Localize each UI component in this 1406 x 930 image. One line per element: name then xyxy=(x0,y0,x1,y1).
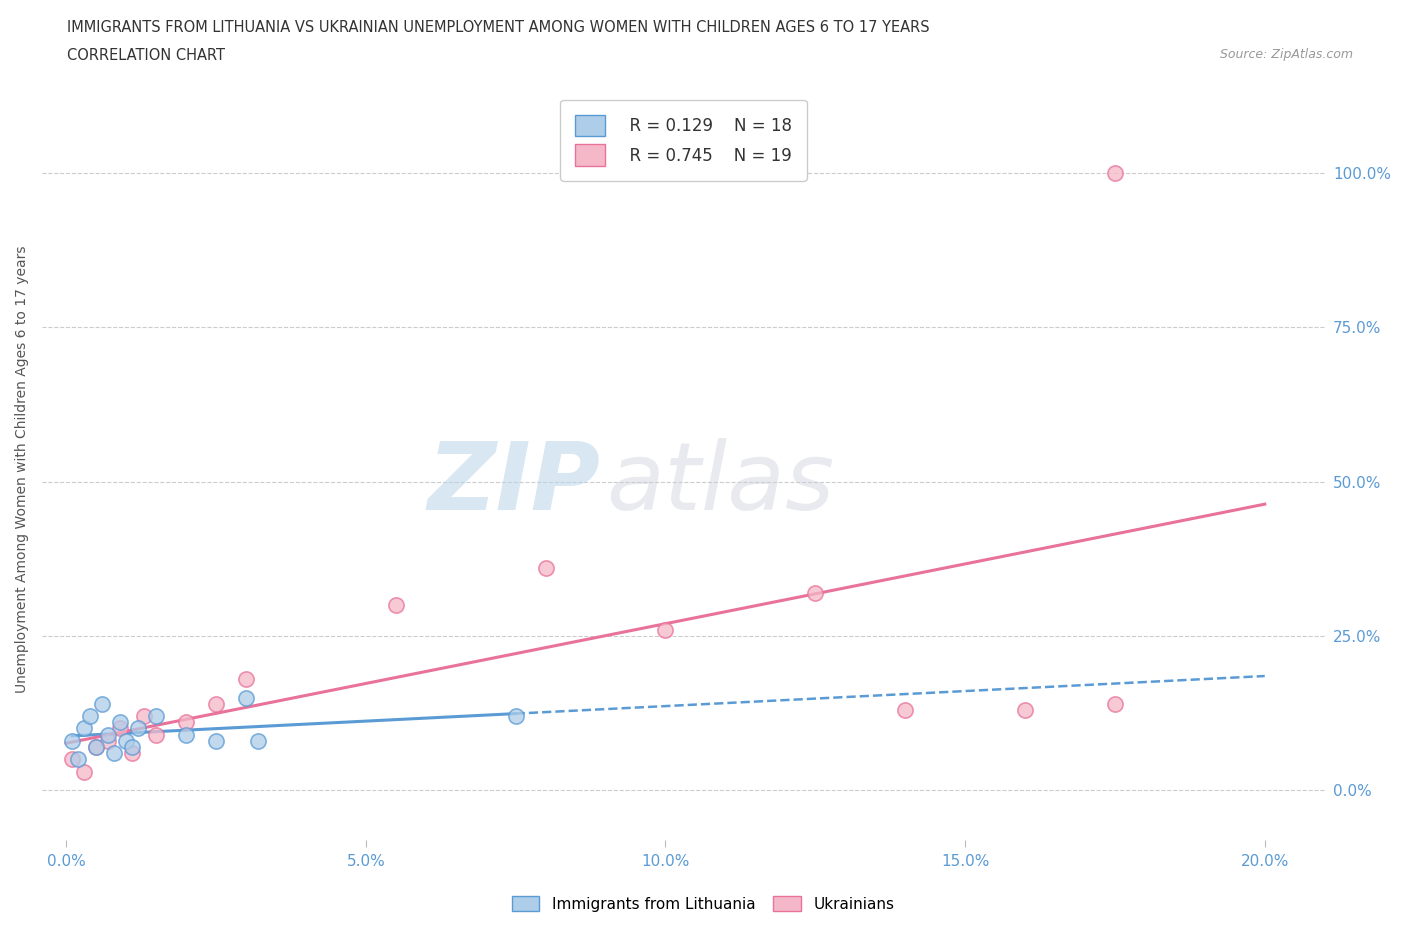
Point xyxy=(894,702,917,717)
Point xyxy=(246,734,269,749)
Point xyxy=(235,671,257,686)
Point xyxy=(115,734,138,749)
Point xyxy=(60,752,83,767)
Point xyxy=(1014,702,1036,717)
Point xyxy=(174,727,197,742)
Point xyxy=(205,697,228,711)
Point xyxy=(121,739,143,754)
Point xyxy=(145,709,167,724)
Text: atlas: atlas xyxy=(606,438,835,529)
Point xyxy=(127,721,149,736)
Point xyxy=(1104,166,1126,180)
Point xyxy=(97,727,120,742)
Text: CORRELATION CHART: CORRELATION CHART xyxy=(67,48,225,63)
Point xyxy=(235,690,257,705)
Point xyxy=(384,598,406,613)
Point xyxy=(84,739,107,754)
Point xyxy=(1104,697,1126,711)
Y-axis label: Unemployment Among Women with Children Ages 6 to 17 years: Unemployment Among Women with Children A… xyxy=(15,246,30,693)
Legend: Immigrants from Lithuania, Ukrainians: Immigrants from Lithuania, Ukrainians xyxy=(506,889,900,918)
Point xyxy=(108,721,131,736)
Point xyxy=(132,709,155,724)
Point xyxy=(654,622,676,637)
Point xyxy=(108,715,131,730)
Point xyxy=(145,727,167,742)
Point xyxy=(84,739,107,754)
Point xyxy=(534,561,557,576)
Text: ZIP: ZIP xyxy=(427,438,600,530)
Point xyxy=(79,709,101,724)
Text: IMMIGRANTS FROM LITHUANIA VS UKRAINIAN UNEMPLOYMENT AMONG WOMEN WITH CHILDREN AG: IMMIGRANTS FROM LITHUANIA VS UKRAINIAN U… xyxy=(67,20,931,35)
Point xyxy=(205,734,228,749)
Point xyxy=(121,746,143,761)
Point xyxy=(174,715,197,730)
Point xyxy=(505,709,527,724)
Point xyxy=(67,752,90,767)
Point xyxy=(60,734,83,749)
Point xyxy=(103,746,125,761)
Point xyxy=(73,721,96,736)
Text: Source: ZipAtlas.com: Source: ZipAtlas.com xyxy=(1219,48,1353,61)
Point xyxy=(73,764,96,779)
Point xyxy=(97,734,120,749)
Legend:   R = 0.129    N = 18,   R = 0.745    N = 19: R = 0.129 N = 18, R = 0.745 N = 19 xyxy=(560,100,807,180)
Point xyxy=(91,697,114,711)
Point xyxy=(804,585,827,600)
